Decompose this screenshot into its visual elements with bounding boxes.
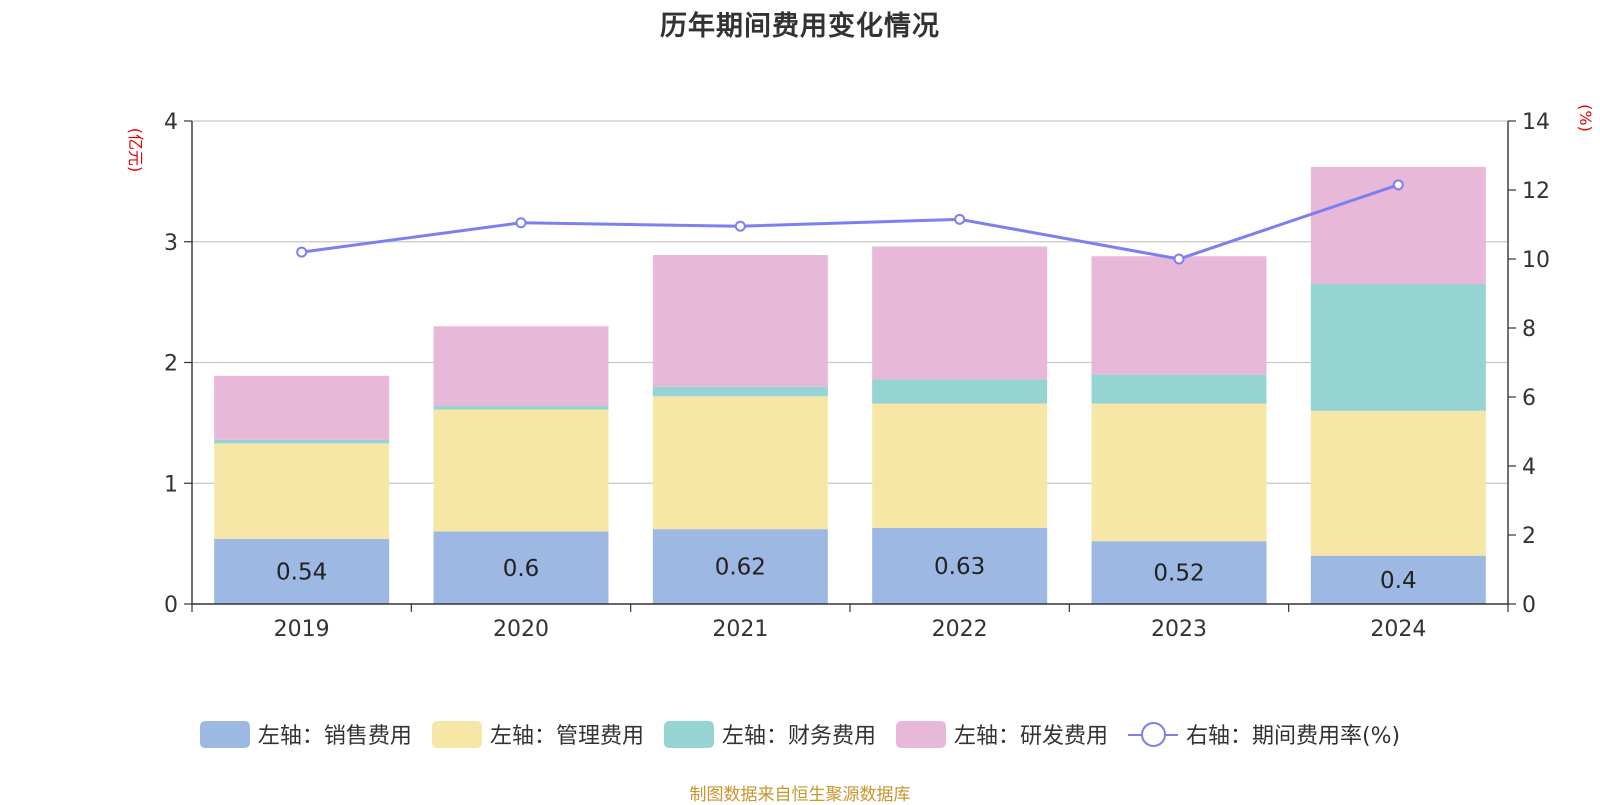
bar-segment bbox=[652, 386, 828, 397]
x-axis-tick-label: 2024 bbox=[1370, 617, 1426, 642]
bar-segment bbox=[433, 405, 609, 410]
bar-data-label: 0.6 bbox=[503, 556, 540, 582]
bar-data-label: 0.52 bbox=[1153, 561, 1204, 587]
right-axis-tick-label: 14 bbox=[1522, 110, 1550, 135]
bar-segment bbox=[433, 409, 609, 532]
rate-point bbox=[954, 213, 966, 225]
grid-lines bbox=[192, 120, 1508, 484]
bar-series bbox=[214, 166, 1486, 604]
bar-segment bbox=[214, 538, 390, 604]
bar-segment bbox=[652, 255, 828, 387]
right-axis-tick-label: 2 bbox=[1522, 524, 1536, 549]
left-axis-tick-label: 2 bbox=[164, 352, 178, 377]
left-axis-tick-label: 4 bbox=[164, 110, 178, 135]
bar-data-label: 0.4 bbox=[1380, 568, 1417, 594]
rate-line bbox=[301, 183, 1399, 261]
bar-segment bbox=[214, 439, 390, 444]
legend-item[interactable]: 右轴：期间费用率(%) bbox=[1127, 718, 1401, 750]
bar-segment bbox=[214, 375, 390, 440]
data-labels: 0.54 0.6 0.62 0.63 0.52 0.4 bbox=[276, 554, 1417, 594]
legend-item[interactable]: 左轴：销售费用 bbox=[199, 718, 412, 750]
bar-segment bbox=[1310, 555, 1486, 604]
right-axis-tick-label: 6 bbox=[1522, 386, 1536, 411]
bar-segment bbox=[872, 246, 1048, 380]
x-axis-tick-label: 2023 bbox=[1151, 617, 1207, 642]
legend-label: 左轴：管理费用 bbox=[489, 724, 644, 749]
left-axis-unit: (亿元) bbox=[126, 128, 145, 173]
data-source-note: 制图数据来自恒生聚源数据库 bbox=[689, 785, 911, 805]
left-axis-tick-label: 0 bbox=[164, 593, 178, 618]
rate-point bbox=[1173, 253, 1185, 265]
legend-swatch bbox=[431, 720, 482, 748]
x-axis-tick-label: 2019 bbox=[274, 617, 330, 642]
x-axis-tick-label: 2020 bbox=[493, 617, 549, 642]
right-axis-unit: (%) bbox=[1576, 104, 1595, 132]
bar-segment bbox=[872, 403, 1048, 528]
right-axis-tick-label: 4 bbox=[1522, 455, 1536, 480]
bar-segment bbox=[872, 379, 1048, 404]
bar-segment bbox=[872, 527, 1048, 604]
bar-segment bbox=[1091, 403, 1267, 542]
bar-segment bbox=[652, 396, 828, 530]
rate-point bbox=[515, 217, 527, 229]
bar-segment bbox=[1091, 374, 1267, 404]
legend-label: 右轴：期间费用率(%) bbox=[1185, 724, 1401, 749]
bar-data-label: 0.62 bbox=[715, 555, 766, 581]
x-axis-tick-label: 2022 bbox=[932, 617, 988, 642]
right-axis-tick-label: 10 bbox=[1522, 248, 1550, 273]
legend-item[interactable]: 左轴：财务费用 bbox=[663, 718, 876, 750]
legend-swatch bbox=[895, 720, 946, 748]
bar-segment bbox=[433, 326, 609, 406]
bar-segment bbox=[1310, 410, 1486, 556]
bar-segment bbox=[1310, 284, 1486, 411]
rate-point bbox=[296, 246, 308, 258]
legend-swatch bbox=[199, 720, 250, 748]
left-axis-tick-label: 3 bbox=[164, 231, 178, 256]
legend: 左轴：销售费用 左轴：管理费用 左轴：财务费用 左轴：研发费用 右轴：期间费用率(%) bbox=[0, 718, 1600, 750]
bar-segment bbox=[433, 531, 609, 604]
bar-data-label: 0.63 bbox=[934, 554, 985, 580]
bar-segment bbox=[214, 443, 390, 539]
bar-segment bbox=[652, 529, 828, 604]
legend-line-marker bbox=[1127, 721, 1178, 748]
bar-segment bbox=[1091, 541, 1267, 604]
rate-point bbox=[1392, 179, 1404, 191]
legend-item[interactable]: 左轴：管理费用 bbox=[431, 718, 644, 750]
right-axis-tick-label: 12 bbox=[1522, 179, 1550, 204]
legend-item[interactable]: 左轴：研发费用 bbox=[895, 718, 1108, 750]
right-axis-tick-label: 0 bbox=[1522, 593, 1536, 618]
x-axis-tick-label: 2021 bbox=[712, 617, 768, 642]
chart-title: 历年期间费用变化情况 bbox=[660, 11, 940, 42]
left-axis-tick-label: 1 bbox=[164, 472, 178, 497]
legend-label: 左轴：财务费用 bbox=[721, 724, 876, 749]
bar-data-label: 0.54 bbox=[276, 559, 327, 585]
right-axis-tick-label: 8 bbox=[1522, 317, 1536, 342]
legend-swatch bbox=[663, 720, 714, 748]
rate-point bbox=[734, 220, 746, 232]
legend-label: 左轴：研发费用 bbox=[953, 724, 1108, 749]
bar-segment bbox=[1091, 256, 1267, 375]
rate-line-series bbox=[296, 179, 1404, 265]
legend-label: 左轴：销售费用 bbox=[257, 724, 412, 749]
